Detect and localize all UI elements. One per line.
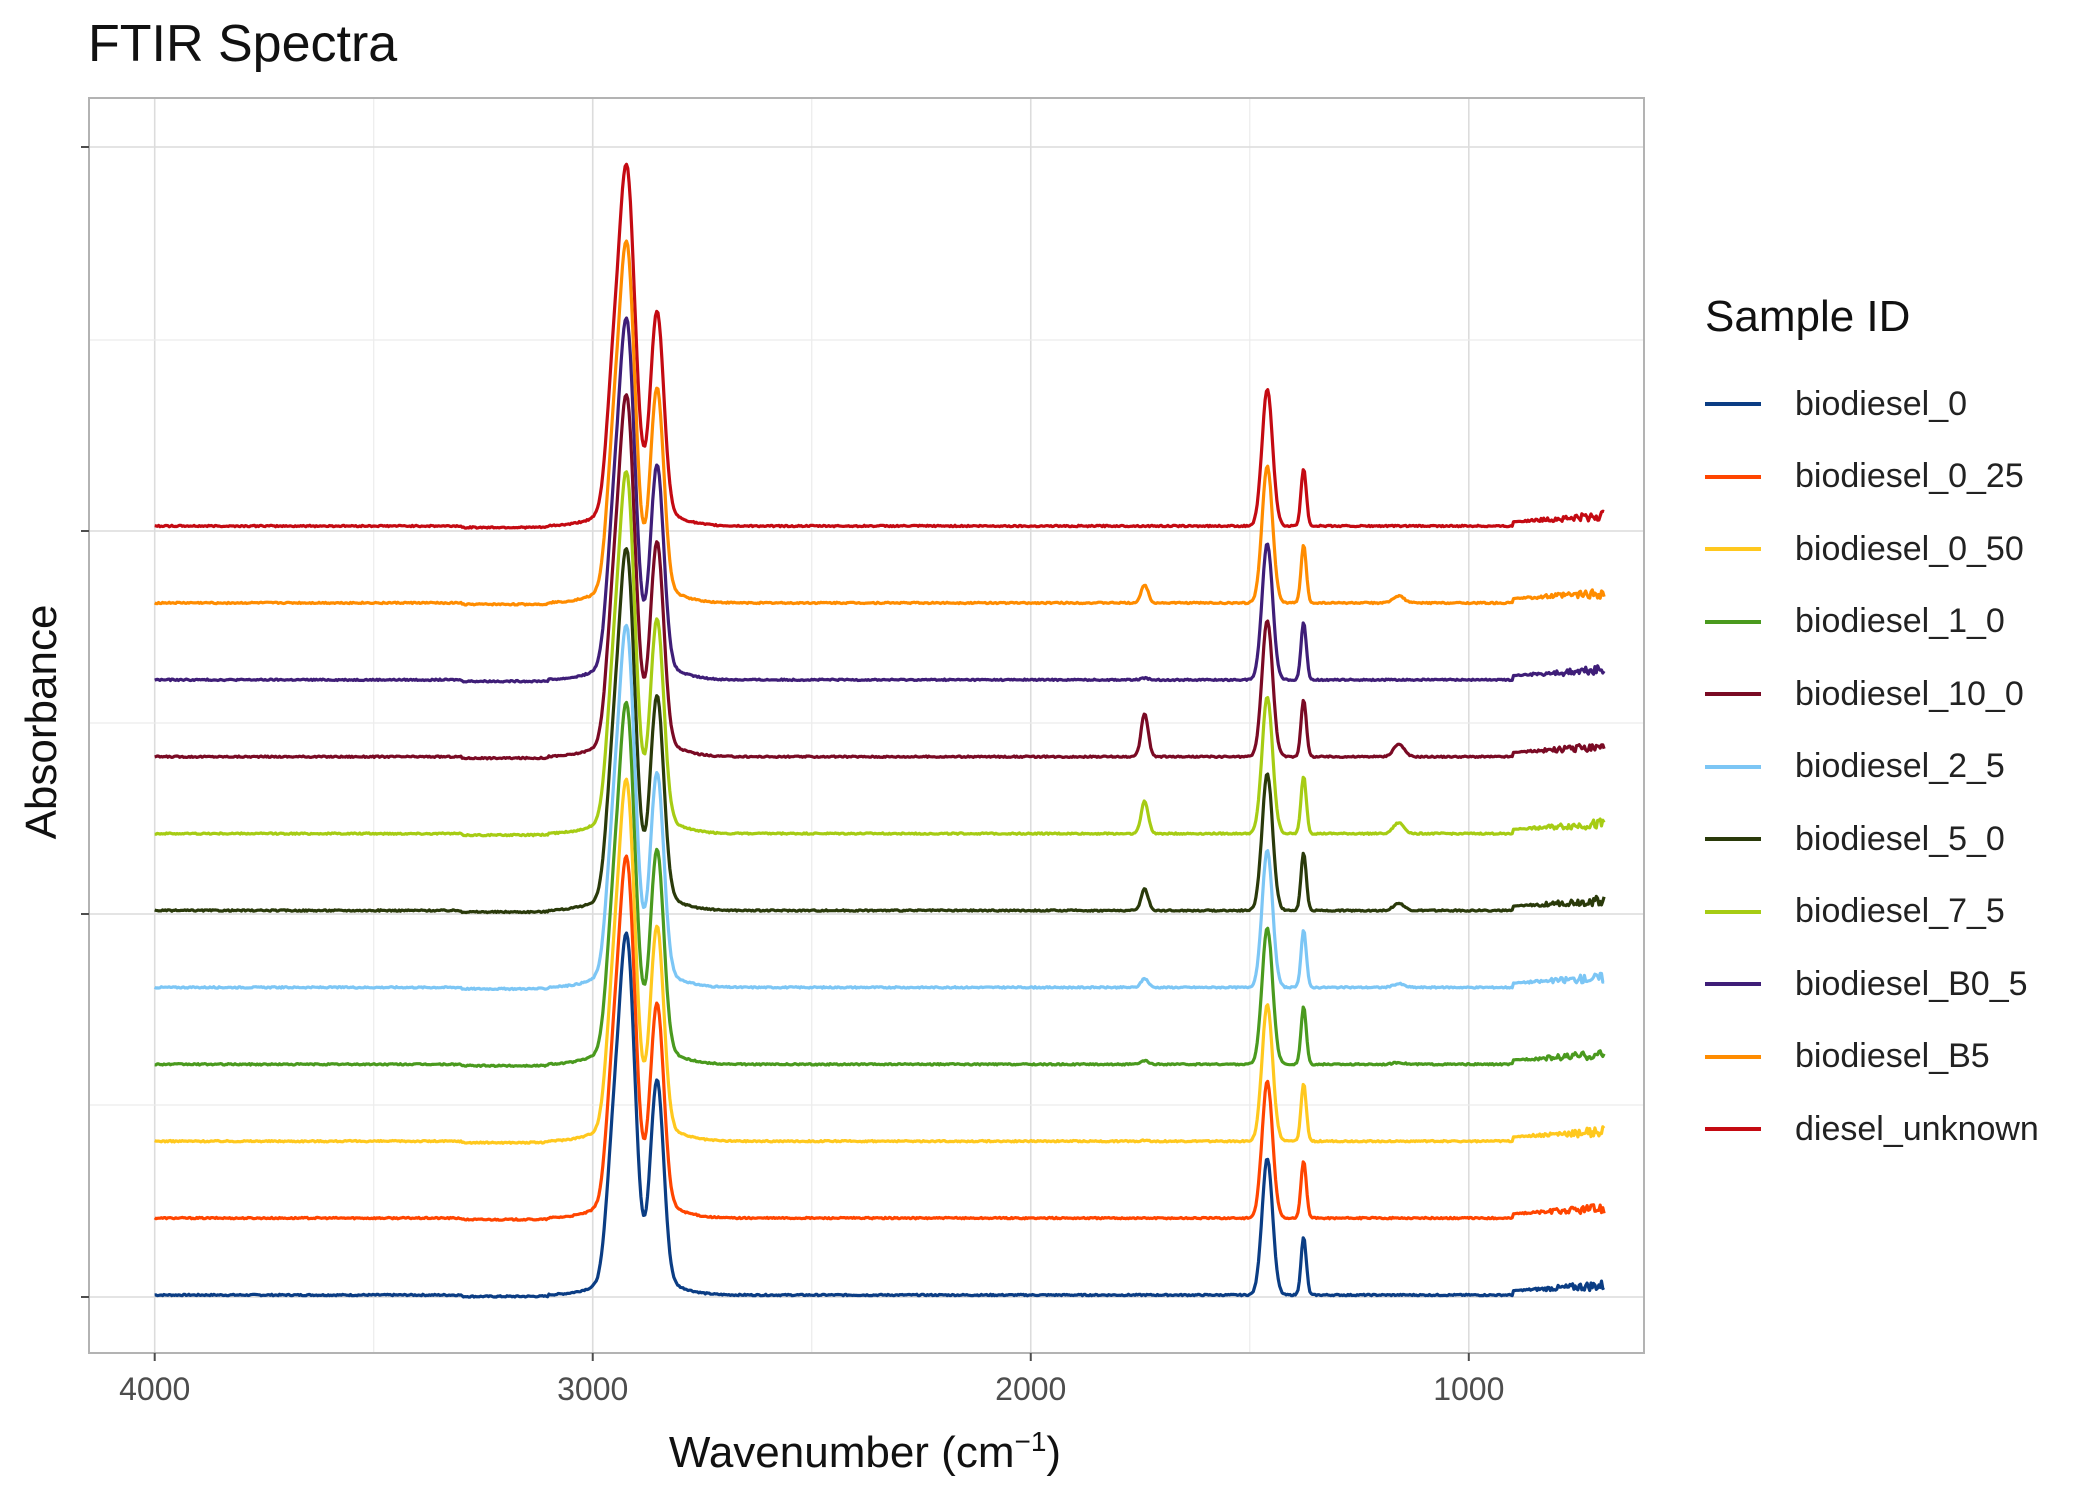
axis-ticks: 4000 3000 2000 1000 [81, 146, 1504, 1407]
legend-label: diesel_unknown [1795, 1109, 2039, 1148]
legend-key [1705, 692, 1761, 697]
legend-label: biodiesel_B5 [1795, 1037, 1990, 1076]
legend: Sample ID biodiesel_0 biodiesel_0_25 biodi… [1705, 292, 2039, 1166]
legend-label: biodiesel_2_5 [1795, 747, 2005, 786]
legend-label: biodiesel_1_0 [1795, 602, 2005, 641]
series-line-biodiesel_7_5 [154, 470, 1606, 838]
series-line-biodiesel_10_0 [154, 393, 1606, 761]
x-tick-label: 1000 [1433, 1371, 1504, 1407]
series-line-biodiesel_0_25 [153, 854, 1606, 1222]
legend-item: biodiesel_0_50 [1705, 513, 2039, 586]
legend-item: biodiesel_0_25 [1705, 441, 2039, 514]
legend-key [1705, 1127, 1761, 1132]
legend-key [1705, 1054, 1761, 1059]
legend-item: biodiesel_0 [1705, 368, 2039, 441]
legend-key [1705, 982, 1761, 987]
series-line-diesel_unknown [154, 162, 1605, 530]
plot-panel-border [88, 97, 1645, 1354]
legend-item: biodiesel_B0_5 [1705, 948, 2039, 1021]
series-line-biodiesel_B0_5 [154, 316, 1606, 684]
legend-key [1705, 764, 1761, 769]
series-line-biodiesel_2_5 [153, 623, 1605, 992]
legend-key [1705, 402, 1761, 407]
legend-label: biodiesel_5_0 [1795, 819, 2005, 858]
x-tick-label: 3000 [557, 1371, 628, 1407]
series-line-biodiesel_1_0 [154, 700, 1606, 1069]
series-line-biodiesel_5_0 [154, 547, 1606, 915]
legend-item: biodiesel_B5 [1705, 1021, 2039, 1094]
legend-key [1705, 474, 1761, 479]
series-line-biodiesel_B5 [154, 239, 1606, 607]
legend-key [1705, 619, 1761, 624]
legend-label: biodiesel_10_0 [1795, 674, 2024, 713]
legend-item: biodiesel_1_0 [1705, 586, 2039, 659]
grid-lines [89, 98, 1644, 1353]
legend-label: biodiesel_0_25 [1795, 457, 2024, 496]
legend-item: biodiesel_2_5 [1705, 731, 2039, 804]
chart-title: FTIR Spectra [88, 15, 398, 73]
legend-key [1705, 909, 1761, 914]
legend-key [1705, 547, 1761, 552]
legend-label: biodiesel_7_5 [1795, 892, 2005, 931]
x-tick-label: 4000 [119, 1371, 190, 1407]
legend-label: biodiesel_0_50 [1795, 529, 2024, 568]
legend-item: biodiesel_5_0 [1705, 803, 2039, 876]
legend-label: biodiesel_B0_5 [1795, 964, 2028, 1003]
x-axis-label: Wavenumber (cm−1) [668, 1426, 1062, 1477]
y-axis-label: Absorbance [17, 604, 66, 840]
series-line-biodiesel_0 [154, 931, 1606, 1299]
series-line-biodiesel_0_50 [154, 777, 1606, 1145]
legend-title: Sample ID [1705, 292, 1911, 341]
legend-item: biodiesel_7_5 [1705, 876, 2039, 949]
legend-label: biodiesel_0 [1795, 384, 1968, 423]
series-lines [153, 162, 1606, 1299]
legend-key [1705, 837, 1761, 842]
legend-item: diesel_unknown [1705, 1093, 2039, 1166]
legend-item: biodiesel_10_0 [1705, 658, 2039, 731]
x-tick-label: 2000 [995, 1371, 1066, 1407]
